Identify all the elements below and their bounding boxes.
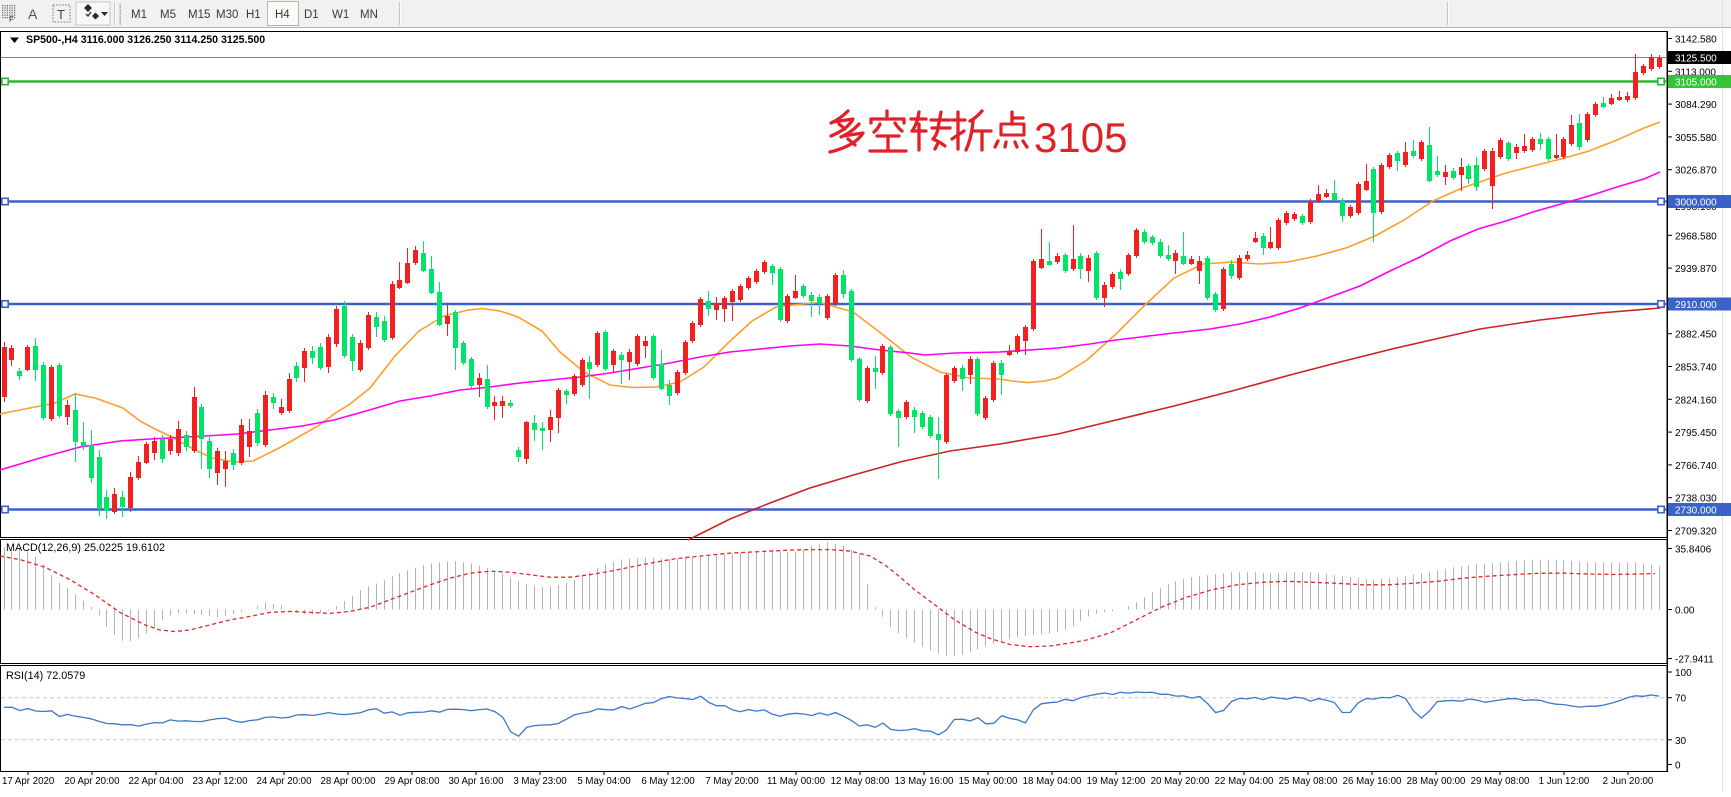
- svg-text:0: 0: [1675, 761, 1681, 772]
- svg-text:11 May 00:00: 11 May 00:00: [767, 776, 826, 787]
- svg-text:2939.870: 2939.870: [1675, 264, 1717, 275]
- svg-text:2738.030: 2738.030: [1675, 494, 1717, 505]
- svg-text:2 Jun 20:00: 2 Jun 20:00: [1603, 776, 1654, 787]
- svg-text:A: A: [28, 6, 38, 22]
- svg-text:2795.450: 2795.450: [1675, 428, 1717, 439]
- svg-text:29 Apr 08:00: 29 Apr 08:00: [385, 776, 441, 787]
- svg-text:2709.320: 2709.320: [1675, 527, 1717, 538]
- svg-text:5 May 04:00: 5 May 04:00: [577, 776, 631, 787]
- svg-text:20 May 20:00: 20 May 20:00: [1151, 776, 1210, 787]
- svg-text:2824.160: 2824.160: [1675, 395, 1717, 406]
- svg-text:30 Apr 16:00: 30 Apr 16:00: [449, 776, 505, 787]
- svg-text:3 May 23:00: 3 May 23:00: [513, 776, 567, 787]
- svg-text:F: F: [9, 15, 14, 24]
- svg-text:22 May 04:00: 22 May 04:00: [1215, 776, 1274, 787]
- svg-text:-27.9411: -27.9411: [1675, 655, 1714, 666]
- svg-text:7 May 20:00: 7 May 20:00: [705, 776, 759, 787]
- svg-text:H4: H4: [275, 9, 290, 21]
- svg-text:RSI(14) 72.0579: RSI(14) 72.0579: [6, 670, 85, 682]
- svg-text:17 Apr 2020: 17 Apr 2020: [2, 776, 55, 787]
- svg-text:2968.580: 2968.580: [1675, 231, 1717, 242]
- svg-text:3084.290: 3084.290: [1675, 100, 1717, 111]
- svg-text:2853.740: 2853.740: [1675, 363, 1717, 374]
- svg-text:3105: 3105: [1034, 114, 1127, 161]
- svg-text:SP500-,H4 3116.000 3126.250 3: SP500-,H4 3116.000 3126.250 3114.250 312…: [26, 34, 265, 46]
- svg-text:W1: W1: [332, 9, 349, 21]
- svg-text:3105.000: 3105.000: [1675, 78, 1717, 89]
- svg-text:20 Apr 20:00: 20 Apr 20:00: [65, 776, 121, 787]
- svg-text:22 Apr 04:00: 22 Apr 04:00: [129, 776, 185, 787]
- svg-text:2730.000: 2730.000: [1675, 506, 1717, 517]
- svg-text:23 Apr 12:00: 23 Apr 12:00: [193, 776, 249, 787]
- svg-text:28 May 00:00: 28 May 00:00: [1407, 776, 1466, 787]
- svg-text:29 May 08:00: 29 May 08:00: [1471, 776, 1530, 787]
- svg-text:2910.000: 2910.000: [1675, 300, 1717, 311]
- svg-text:13 May 16:00: 13 May 16:00: [895, 776, 954, 787]
- svg-text:28 Apr 00:00: 28 Apr 00:00: [321, 776, 377, 787]
- svg-text:26 May 16:00: 26 May 16:00: [1343, 776, 1402, 787]
- svg-text:15 May 00:00: 15 May 00:00: [959, 776, 1018, 787]
- svg-text:30: 30: [1675, 736, 1687, 747]
- svg-text:D1: D1: [304, 9, 319, 21]
- svg-text:MN: MN: [360, 9, 378, 21]
- svg-text:M15: M15: [188, 9, 210, 21]
- svg-text:25 May 08:00: 25 May 08:00: [1279, 776, 1338, 787]
- svg-text:24 Apr 20:00: 24 Apr 20:00: [257, 776, 313, 787]
- svg-text:0.00: 0.00: [1675, 606, 1695, 617]
- svg-text:18 May 04:00: 18 May 04:00: [1023, 776, 1082, 787]
- svg-text:3125.500: 3125.500: [1675, 54, 1717, 65]
- svg-text:19 May 12:00: 19 May 12:00: [1087, 776, 1146, 787]
- svg-text:T: T: [57, 7, 65, 22]
- svg-text:M1: M1: [131, 9, 147, 21]
- svg-text:M30: M30: [216, 9, 238, 21]
- svg-text:1 Jun 12:00: 1 Jun 12:00: [1539, 776, 1590, 787]
- svg-text:70: 70: [1675, 694, 1687, 705]
- svg-text:M5: M5: [160, 9, 176, 21]
- svg-text:6 May 12:00: 6 May 12:00: [641, 776, 695, 787]
- svg-text:3142.580: 3142.580: [1675, 35, 1717, 46]
- svg-text:H1: H1: [246, 9, 261, 21]
- svg-text:2766.740: 2766.740: [1675, 461, 1717, 472]
- svg-text:100: 100: [1675, 668, 1692, 679]
- svg-text:MACD(12,26,9) 25.0225 19.6102: MACD(12,26,9) 25.0225 19.6102: [6, 542, 165, 554]
- svg-text:3113.000: 3113.000: [1675, 67, 1716, 78]
- svg-text:3026.870: 3026.870: [1675, 166, 1717, 177]
- svg-text:3000.000: 3000.000: [1675, 198, 1717, 209]
- svg-text:12 May 08:00: 12 May 08:00: [831, 776, 890, 787]
- svg-text:2882.450: 2882.450: [1675, 330, 1717, 341]
- svg-text:3055.580: 3055.580: [1675, 133, 1717, 144]
- svg-text:35.8406: 35.8406: [1675, 545, 1712, 556]
